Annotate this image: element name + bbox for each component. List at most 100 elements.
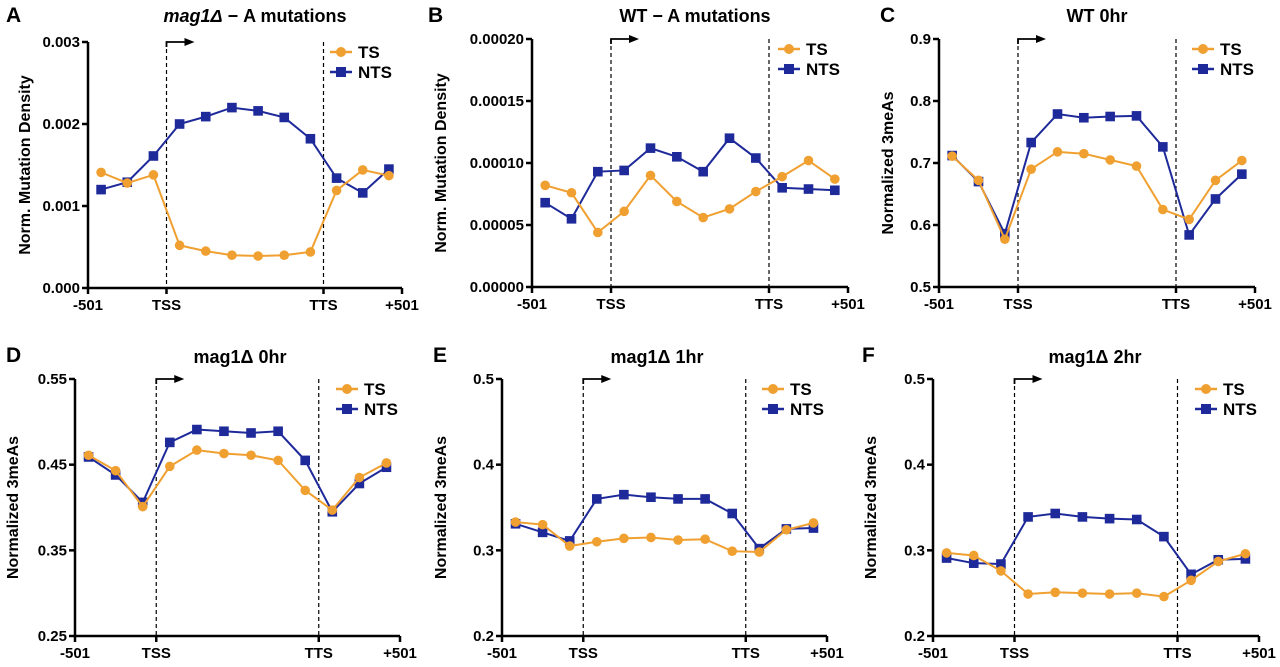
y-axis-label: Norm. Mutation Density: [433, 73, 450, 253]
data-point-ts: [96, 167, 106, 178]
data-point-ts: [803, 155, 814, 166]
data-point-ts: [619, 206, 629, 217]
y-tick-label: 0.00020: [470, 31, 524, 48]
panel-c: C WT 0hr 0.5 0.6 0.7 0.8 0.9 Normalized 3meAs -5…: [880, 4, 1272, 313]
data-point-ts: [300, 485, 311, 496]
data-point-nts: [1104, 513, 1115, 524]
y-tick-label: 0.5: [904, 371, 925, 388]
series-line-ts: [515, 521, 814, 554]
data-point-nts: [1184, 230, 1194, 240]
legend-label-ts: TS: [790, 380, 812, 399]
data-point-ts: [645, 170, 656, 181]
data-point-ts: [830, 174, 840, 184]
x-tick-label: -501: [924, 296, 954, 313]
data-point-ts: [305, 247, 316, 257]
data-point-nts: [564, 536, 575, 546]
legend-marker-square-icon: [336, 67, 346, 77]
x-tick-label: TTS: [309, 297, 337, 314]
data-point-nts: [673, 494, 683, 504]
data-point-nts: [1026, 137, 1036, 148]
panel-title-text: − A mutations: [223, 6, 347, 26]
panel-title: WT 0hr: [1067, 6, 1128, 26]
data-point-ts: [1184, 214, 1194, 225]
data-point-nts: [830, 185, 840, 196]
legend-marker-square-icon: [768, 404, 778, 414]
tss-arrowhead-icon: [1036, 35, 1046, 43]
series-line-ts: [951, 150, 1243, 242]
panel-title-italic: mag1Δ: [164, 6, 223, 26]
data-point-ts: [1052, 147, 1063, 157]
data-point-ts: [1105, 155, 1115, 165]
data-point-nts: [968, 558, 979, 568]
data-point-nts: [591, 494, 602, 504]
data-point-nts: [727, 508, 738, 519]
x-tick-label: -501: [487, 645, 517, 662]
data-point-ts: [700, 534, 710, 544]
y-tick-label: 0.001: [42, 198, 80, 215]
x-tick-label: TTS: [732, 645, 760, 662]
y-tick-label: 0.000: [42, 280, 80, 297]
panel-letter: D: [6, 344, 21, 367]
data-point-nts: [192, 424, 202, 435]
y-tick-label: 0.2: [904, 628, 925, 645]
y-tick-label: 0.7: [910, 155, 931, 172]
x-tick-label: TSS: [596, 296, 625, 313]
data-point-ts: [227, 250, 237, 260]
data-point-ts: [1158, 204, 1168, 215]
tss-arrow-icon: [582, 378, 604, 384]
tss-arrow-icon: [165, 41, 187, 47]
data-point-nts: [200, 111, 211, 122]
legend-marker-circle-icon: [768, 384, 778, 394]
legend-marker-square-icon: [784, 64, 794, 74]
tss-arrowhead-icon: [174, 375, 185, 383]
panel-title: mag1Δ − A mutations: [164, 6, 347, 26]
data-point-ts: [253, 251, 263, 261]
data-point-nts: [1079, 112, 1089, 123]
x-tick-label: TTS: [305, 645, 333, 662]
data-point-nts: [219, 426, 229, 437]
panel-title: WT − A mutations: [619, 6, 770, 26]
x-tick-label: +501: [1238, 296, 1272, 313]
legend-marker-square-icon: [1201, 404, 1211, 414]
y-tick-label: 0.35: [38, 542, 67, 559]
x-tick-label: -501: [918, 645, 948, 662]
legend-marker-circle-icon: [1201, 384, 1211, 394]
axes: [937, 39, 1255, 289]
panel-letter: E: [433, 344, 447, 367]
data-point-nts: [941, 553, 952, 563]
data-point-ts: [122, 178, 133, 188]
data-point-nts: [1050, 508, 1061, 519]
legend-label-nts: NTS: [358, 63, 392, 82]
panel-letter: F: [862, 344, 875, 367]
data-point-ts: [591, 536, 602, 547]
data-point-ts: [1237, 155, 1247, 166]
y-tick-label: 0.55: [38, 371, 67, 388]
data-point-nts: [751, 153, 761, 163]
data-point-nts: [273, 426, 283, 437]
data-point-ts: [1131, 588, 1142, 598]
data-point-ts: [1050, 587, 1061, 598]
legend-marker-circle-icon: [784, 44, 794, 54]
data-point-nts: [646, 492, 656, 503]
data-point-nts: [354, 478, 365, 489]
data-point-ts: [137, 501, 148, 512]
data-point-ts: [593, 227, 603, 238]
y-tick-label: 0.4: [904, 457, 926, 474]
panel-title-text: mag1Δ 2hr: [1049, 347, 1142, 367]
panel-title: mag1Δ 2hr: [1049, 347, 1142, 367]
y-tick-label: 0.45: [38, 457, 67, 474]
data-point-nts: [253, 106, 263, 116]
data-point-ts: [1210, 175, 1221, 186]
series-line-nts: [951, 112, 1243, 238]
y-tick-label: 0.5: [473, 371, 494, 388]
data-point-ts: [564, 541, 575, 551]
legend-label-nts: NTS: [790, 400, 824, 419]
data-point-ts: [192, 445, 202, 455]
data-point-ts: [1077, 588, 1088, 598]
y-tick-label: 0.5: [910, 279, 931, 296]
data-point-ts: [996, 566, 1006, 576]
